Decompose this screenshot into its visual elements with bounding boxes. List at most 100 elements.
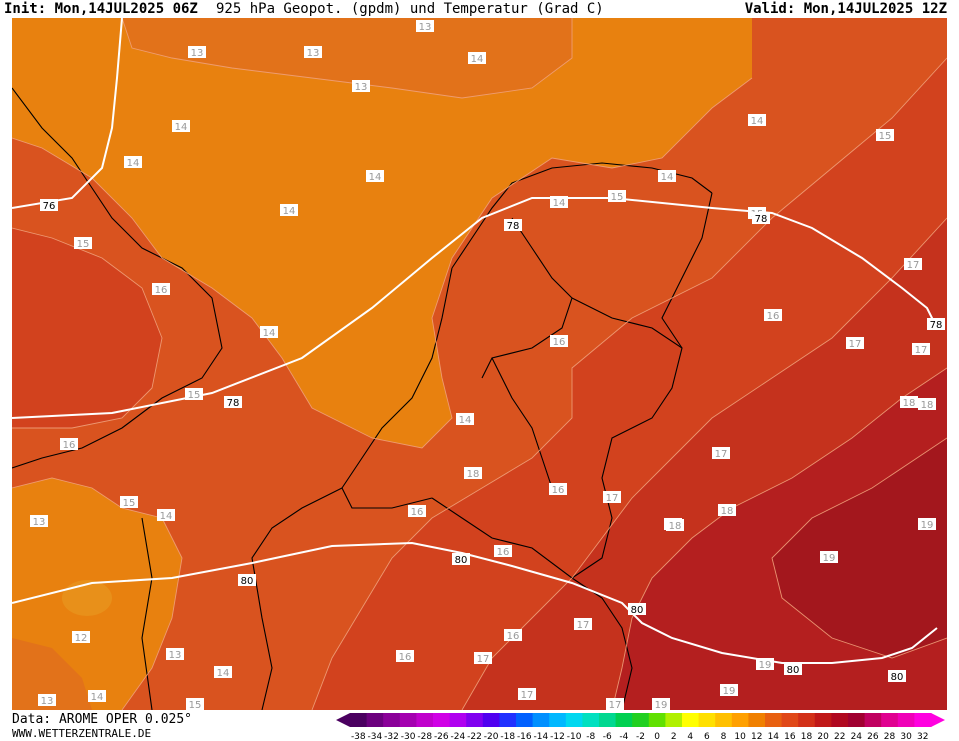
temperature-label-box	[918, 518, 936, 530]
temperature-label-box	[464, 467, 482, 479]
temperature-label-box	[60, 438, 78, 450]
temperature-label-box	[518, 688, 536, 700]
temperature-label-box	[494, 545, 512, 557]
temperature-label-box	[550, 196, 568, 208]
legend-tick-label: 12	[751, 732, 762, 741]
legend-tick-label: 28	[884, 732, 896, 741]
legend-swatch	[416, 713, 434, 727]
legend-tick-label: 0	[654, 732, 660, 741]
legend-tick-label: -32	[384, 732, 399, 741]
temperature-label: 16	[155, 285, 168, 296]
temperature-label-box	[876, 129, 894, 141]
temperature-label: 18	[903, 398, 916, 409]
legend-swatch	[831, 713, 849, 727]
temperature-label: 13	[169, 650, 182, 661]
geopotential-label-box	[238, 574, 256, 586]
temperature-label-box	[912, 343, 930, 355]
geopotential-label-box	[752, 212, 770, 224]
temperature-label: 16	[553, 337, 566, 348]
temperature-label-box	[846, 337, 864, 349]
temperature-label: 15	[611, 192, 624, 203]
temperature-label: 14	[751, 116, 764, 127]
legend-tick-label: -28	[417, 732, 432, 741]
geopotential-label: 78	[930, 320, 943, 331]
legend-tick-label: -4	[619, 732, 628, 741]
temperature-label: 15	[123, 498, 136, 509]
temperature-label: 13	[41, 696, 54, 707]
geopotential-label: 80	[631, 605, 644, 616]
temperature-label: 19	[921, 520, 934, 531]
geopotential-label: 76	[43, 201, 56, 212]
geopotential-label: 78	[755, 214, 768, 225]
temperature-label: 14	[553, 198, 566, 209]
legend-swatch	[798, 713, 816, 727]
legend-swatch	[682, 713, 700, 727]
temperature-label: 18	[721, 506, 734, 517]
legend-tick-label: -2	[636, 732, 645, 741]
legend-tick-label: -8	[586, 732, 595, 741]
legend-tick-label: 4	[687, 732, 693, 741]
temperature-label: 14	[263, 328, 276, 339]
legend-tick-label: -34	[368, 732, 383, 741]
geopotential-label: 80	[455, 555, 468, 566]
legend-swatch	[731, 713, 749, 727]
temperature-label-box	[74, 237, 92, 249]
geopotential-label-box	[927, 318, 945, 330]
temperature-label: 13	[191, 48, 204, 59]
geopotential-label-box	[224, 396, 242, 408]
temperature-label: 12	[75, 633, 88, 644]
temperature-label: 15	[879, 131, 892, 142]
temperature-label-box	[186, 698, 204, 710]
legend-tick-label: -14	[534, 732, 549, 741]
weather-map: 13 13 13 13 14 14 14 14 14 14 14 14 14 15 15 15 15 16 16 16…	[12, 18, 947, 710]
temperature-field-14	[12, 18, 752, 448]
geopotential-label-box	[888, 670, 906, 682]
legend-tick-label: 24	[851, 732, 863, 741]
geopotential-label: 78	[507, 221, 520, 232]
temperature-label: 14	[661, 172, 674, 183]
legend-tick-label: 18	[801, 732, 813, 741]
temperature-label-box	[666, 519, 684, 531]
legend-tick-label: 22	[834, 732, 845, 741]
temperature-label: 15	[188, 390, 201, 401]
legend-swatch	[615, 713, 633, 727]
temperature-label: 14	[127, 158, 140, 169]
temperature-label: 14	[175, 122, 188, 133]
legend-arrow-left	[336, 713, 350, 727]
temperature-label-box	[606, 698, 624, 710]
temperature-label: 17	[577, 620, 590, 631]
legend-swatch	[848, 713, 866, 727]
isotherm-lines	[12, 18, 947, 710]
temperature-label-box	[185, 388, 203, 400]
legend-swatch	[599, 713, 617, 727]
temperature-label: 18	[669, 521, 682, 532]
legend-tick-label: 6	[704, 732, 710, 741]
legend-swatch	[532, 713, 550, 727]
temperature-label: 18	[921, 400, 934, 411]
temperature-label: 16	[767, 311, 780, 322]
temperature-label-box	[904, 258, 922, 270]
temperature-label: 17	[521, 690, 534, 701]
legend-swatch	[715, 713, 733, 727]
temperature-label: 17	[606, 493, 619, 504]
temperature-label-box	[652, 698, 670, 710]
temperature-label-box	[474, 652, 492, 664]
legend-swatch	[698, 713, 716, 727]
temperature-label-box	[720, 684, 738, 696]
temperature-label-box	[550, 335, 568, 347]
temperature-label: 14	[160, 511, 173, 522]
temperature-label-box	[396, 650, 414, 662]
geopotential-label-box	[504, 219, 522, 231]
legend-tick-label: 8	[721, 732, 727, 741]
legend-swatch	[648, 713, 666, 727]
temperature-label-box	[918, 398, 936, 410]
data-source: Data: AROME OPER 0.025°	[12, 712, 193, 727]
legend-swatch	[765, 713, 783, 727]
temperature-label: 17	[715, 449, 728, 460]
temperature-label-box	[352, 80, 370, 92]
legend-tick-label: -20	[484, 732, 499, 741]
geopotential-label-box	[628, 603, 646, 615]
temperature-field-16-west	[12, 228, 162, 428]
temperature-labels: 13 13 13 13 14 14 14 14 14 14 14 14 14 15 15 15 15 16 16 16…	[30, 20, 936, 710]
temperature-label-box	[608, 190, 626, 202]
